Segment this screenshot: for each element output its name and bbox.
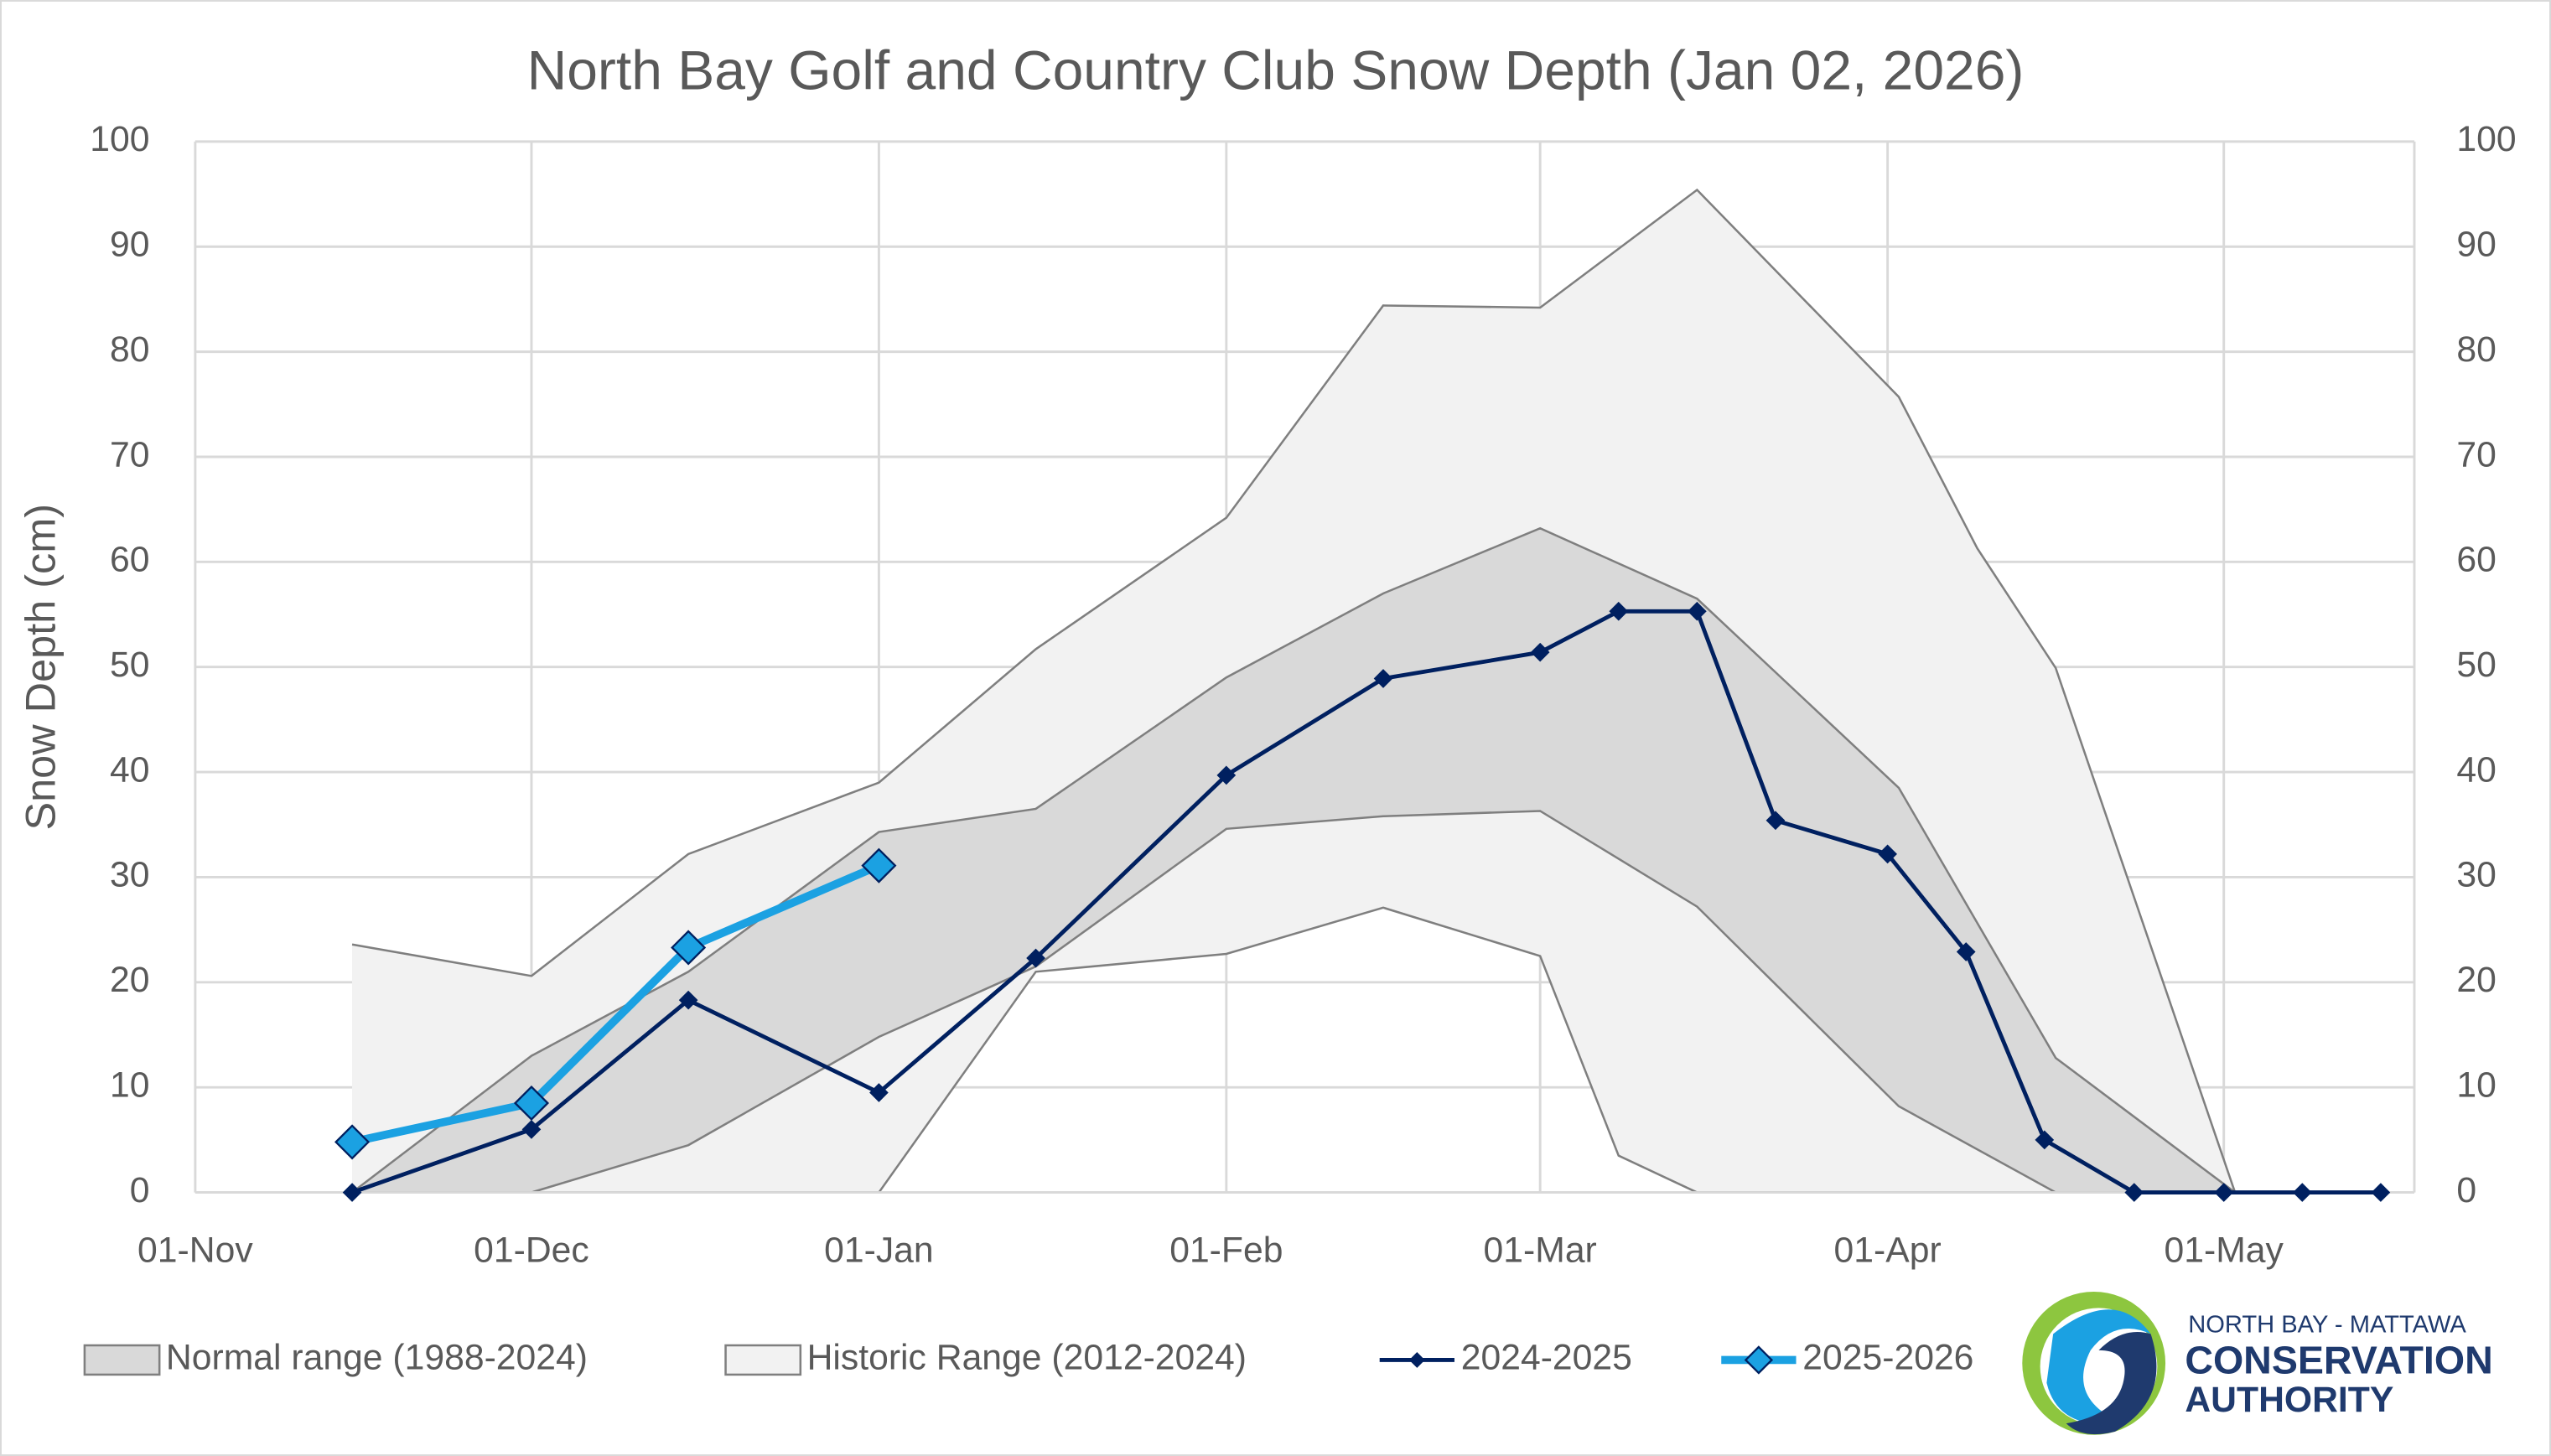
y2-tick-label: 50 — [2456, 645, 2496, 685]
marker — [1956, 942, 1976, 961]
marker — [1878, 844, 1897, 864]
legend-item: 2025-2026 — [1721, 1338, 1973, 1378]
y2-tick-label: 70 — [2456, 434, 2496, 474]
range-area — [352, 528, 2236, 1193]
marker — [1216, 765, 1237, 785]
y-tick-label: 80 — [110, 329, 149, 370]
marker — [2214, 1183, 2234, 1202]
y-tick-label: 0 — [130, 1170, 150, 1210]
logo-text: AUTHORITY — [2185, 1380, 2393, 1420]
y-tick-label: 10 — [110, 1065, 149, 1105]
logo-text: CONSERVATION — [2185, 1339, 2492, 1382]
range-upper-edge — [351, 526, 2236, 1194]
y2-tick-label: 100 — [2456, 119, 2516, 159]
y-tick-label: 30 — [110, 855, 149, 895]
marker — [2035, 1130, 2055, 1150]
legend-item: Normal range (1988-2024) — [83, 1338, 588, 1378]
marker — [1609, 601, 1629, 621]
x-tick-label: 01-May — [2165, 1231, 2284, 1271]
logo-wave — [2046, 1309, 2151, 1425]
y2-tick-label: 20 — [2456, 960, 2496, 1000]
marker — [1530, 642, 1550, 662]
marker — [861, 847, 897, 883]
y-tick-label: 90 — [110, 225, 149, 265]
legend-marker — [1744, 1345, 1774, 1375]
series-line — [351, 609, 2381, 1194]
chart-title: North Bay Golf and Country Club Snow Dep… — [527, 39, 2025, 101]
legend-swatch — [83, 1344, 161, 1376]
logo: NORTH BAY - MATTAWA CONSERVATION AUTHORI… — [2022, 1291, 2493, 1435]
y-axis-label: Snow Depth (cm) — [17, 504, 65, 831]
marker — [869, 1083, 889, 1102]
y2-tick-label: 60 — [2456, 540, 2496, 580]
range-lower-edge — [352, 810, 2236, 1194]
legend-label: Historic Range (2012-2024) — [807, 1338, 1247, 1378]
marker — [2124, 1183, 2144, 1202]
legend-label: Normal range (1988-2024) — [166, 1338, 588, 1378]
y-tick-label: 70 — [110, 434, 149, 474]
x-tick-label: 01-Dec — [474, 1231, 589, 1271]
marker — [1373, 669, 1393, 688]
legend-swatch — [724, 1344, 802, 1376]
marker — [2292, 1183, 2312, 1202]
x-tick-label: 01-Apr — [1834, 1231, 1942, 1271]
y-tick-label: 20 — [110, 960, 149, 1000]
x-tick-label: 01-Nov — [137, 1231, 253, 1271]
y2-tick-label: 90 — [2456, 225, 2496, 265]
marker — [1688, 601, 1707, 621]
y-tick-label: 60 — [110, 540, 149, 580]
marker — [521, 1119, 542, 1139]
y2-tick-label: 0 — [2456, 1170, 2476, 1210]
y2-tick-label: 40 — [2456, 749, 2496, 790]
legend-item: Historic Range (2012-2024) — [724, 1338, 1247, 1378]
legend-label: 2025-2026 — [1802, 1338, 1973, 1378]
plot — [194, 140, 2416, 1202]
legend-marker — [1408, 1352, 1425, 1368]
y-tick-label: 40 — [110, 749, 149, 790]
marker — [2371, 1183, 2391, 1202]
y-tick-label: 100 — [90, 119, 149, 159]
y2-tick-label: 30 — [2456, 855, 2496, 895]
logo-wave-dark — [2066, 1331, 2157, 1435]
x-tick-label: 01-Feb — [1169, 1231, 1283, 1271]
marker — [678, 990, 698, 1010]
marker — [342, 1183, 362, 1202]
series-line — [351, 862, 881, 1147]
marker — [1026, 948, 1045, 968]
y2-tick-label: 10 — [2456, 1065, 2496, 1105]
marker — [334, 1124, 371, 1160]
x-tick-label: 01-Mar — [1484, 1231, 1597, 1271]
marker — [1765, 811, 1786, 831]
x-tick-label: 01-Jan — [824, 1231, 934, 1271]
y-tick-label: 50 — [110, 645, 149, 685]
y2-tick-label: 80 — [2456, 329, 2496, 370]
marker — [513, 1085, 550, 1122]
logo-text: NORTH BAY - MATTAWA — [2188, 1311, 2466, 1338]
legend-label: 2024-2025 — [1461, 1338, 1632, 1378]
range-upper-edge — [351, 188, 2237, 1193]
marker — [671, 930, 707, 966]
legend-item: 2024-2025 — [1379, 1338, 1632, 1378]
